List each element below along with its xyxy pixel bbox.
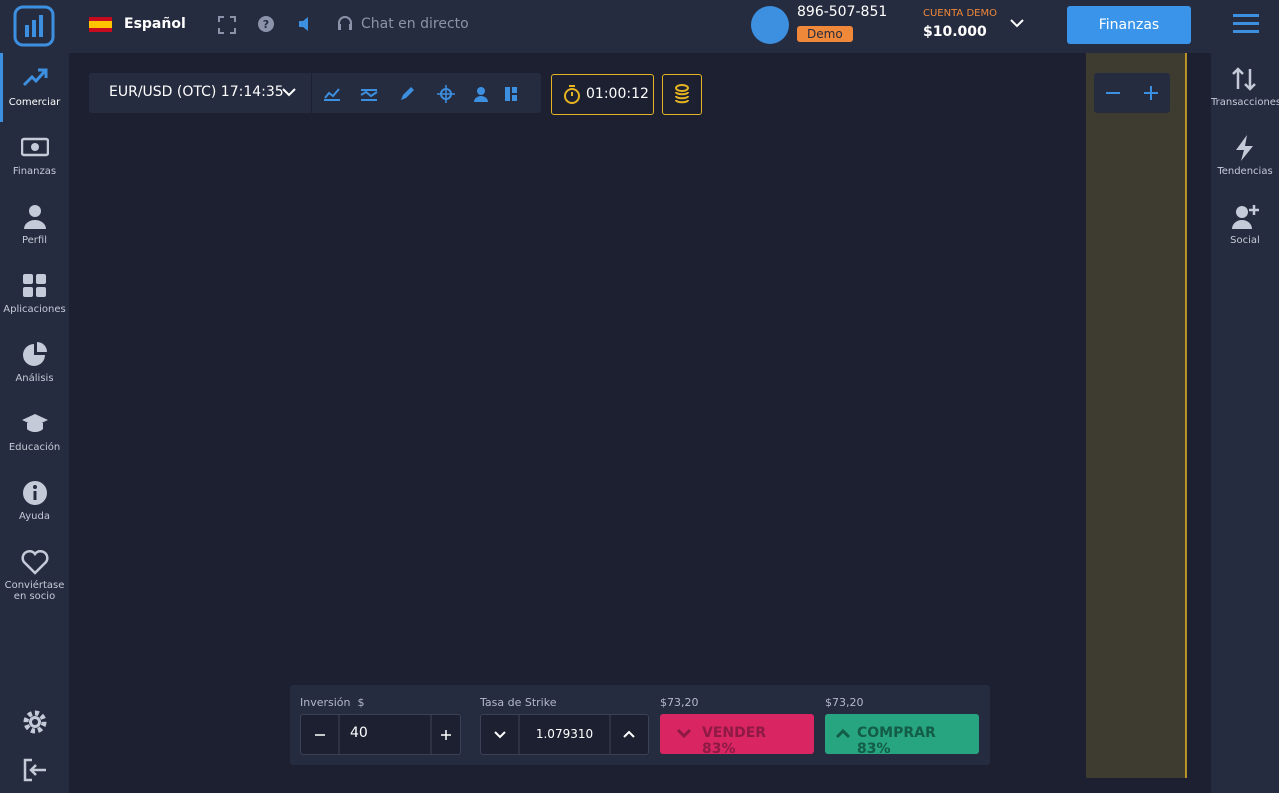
nav-icon xyxy=(22,342,47,366)
menu-icon[interactable] xyxy=(1233,13,1259,35)
sell-text: VENDER xyxy=(702,725,767,741)
logout-icon[interactable] xyxy=(22,757,48,787)
left-nav: Comerciar Finanzas Perfil Aplicaciones Análi… xyxy=(0,53,69,793)
nav-item[interactable]: Análisis xyxy=(0,341,69,384)
nav-item[interactable]: Transacciones xyxy=(1211,65,1279,108)
strike-input[interactable]: 1.079310 xyxy=(480,714,649,755)
nav-icon xyxy=(1232,67,1256,91)
nav-icon xyxy=(22,481,47,505)
sell-payout: $73,20 xyxy=(660,696,699,709)
buy-label: COMPRAR 83% xyxy=(857,725,979,757)
nav-label: Tendencias xyxy=(1217,166,1273,177)
toolbar: EUR/USD (OTC) 17:14:35 xyxy=(89,73,541,113)
nav-icon xyxy=(1236,135,1253,161)
nav-icon xyxy=(20,137,49,157)
language[interactable]: Español xyxy=(124,16,186,32)
investment-input[interactable]: 40 xyxy=(300,714,461,755)
account-dropdown[interactable] xyxy=(1010,19,1024,29)
nav-item[interactable]: Tendencias xyxy=(1211,134,1279,177)
sell-arrow xyxy=(676,728,692,739)
nav-label: Aplicaciones xyxy=(3,304,66,315)
nav-item[interactable]: Comerciar xyxy=(0,65,69,108)
asset-dropdown[interactable] xyxy=(282,88,296,98)
settings-icon[interactable] xyxy=(22,709,48,739)
currency: $ xyxy=(357,696,365,709)
nav-icon xyxy=(22,274,46,297)
asset-selector[interactable]: EUR/USD (OTC) 17:14:35 xyxy=(109,84,284,100)
nav-icon xyxy=(1232,205,1259,229)
nav-item[interactable]: Social xyxy=(1211,203,1279,246)
nav-icon xyxy=(21,414,48,432)
sound-icon[interactable] xyxy=(298,16,316,32)
nav-label: Finanzas xyxy=(12,166,57,177)
investment-label-text: Inversión xyxy=(300,696,351,709)
sell-percent: 83% xyxy=(702,741,736,757)
nav-item[interactable]: Perfil xyxy=(0,203,69,246)
nav-label: Transacciones xyxy=(1211,97,1279,108)
nav-item[interactable]: Finanzas xyxy=(0,134,69,177)
buy-percent: 83% xyxy=(857,741,891,757)
tool-icons[interactable] xyxy=(324,85,524,103)
finance-button[interactable]: Finanzas xyxy=(1067,6,1191,44)
coins-icon xyxy=(675,84,689,104)
avatar[interactable] xyxy=(751,6,789,44)
chat-icon[interactable] xyxy=(337,15,353,33)
nav-label: Social xyxy=(1230,235,1260,246)
nav-item[interactable]: Aplicaciones xyxy=(0,272,69,315)
investment-value[interactable]: 40 xyxy=(350,725,368,741)
coins-button[interactable] xyxy=(662,74,702,115)
logo xyxy=(13,5,55,47)
buy-arrow xyxy=(835,728,851,739)
nav-label: Análisis xyxy=(15,373,54,384)
nav-icon xyxy=(22,68,47,87)
sell-button[interactable]: VENDER 83% xyxy=(660,714,814,757)
account-id: 896-507-851 xyxy=(797,4,888,20)
timer-icon xyxy=(564,85,580,104)
nav-item[interactable]: Educación xyxy=(0,410,69,453)
nav-item[interactable]: Conviértase en socio xyxy=(0,548,69,602)
balance: $10.000 xyxy=(923,24,987,40)
buy-button[interactable]: COMPRAR 83% xyxy=(825,714,979,757)
active-indicator xyxy=(0,53,3,122)
gear xyxy=(23,710,47,734)
right-nav: Transacciones Tendencias Social xyxy=(1211,53,1279,793)
nav-icon xyxy=(23,205,46,229)
strike-label: Tasa de Strike xyxy=(480,696,557,709)
investment-label: Inversión $ xyxy=(300,696,365,709)
nav-item[interactable]: Ayuda xyxy=(0,479,69,522)
flag xyxy=(89,17,112,32)
nav-label: Comerciar xyxy=(8,97,61,108)
buy-payout: $73,20 xyxy=(825,696,864,709)
zoom-controls xyxy=(1094,73,1170,113)
nav-icon xyxy=(20,549,49,575)
strike-value[interactable]: 1.079310 xyxy=(535,727,594,741)
investment-steppers[interactable] xyxy=(301,715,460,754)
zoom-buttons[interactable] xyxy=(1094,73,1170,113)
nav-label: Conviértase en socio xyxy=(4,580,65,602)
strike-steppers[interactable] xyxy=(481,715,648,754)
trade-panel: Inversión $ 40 Tasa de Strike 1.079310 $… xyxy=(290,685,990,765)
timer[interactable]: 01:00:12 xyxy=(551,74,654,115)
buy-text: COMPRAR xyxy=(857,725,936,741)
divider xyxy=(311,73,312,113)
account-type: CUENTA DEMO xyxy=(923,8,997,19)
timer-value: 01:00:12 xyxy=(586,86,649,102)
chat-link[interactable]: Chat en directo xyxy=(361,16,469,32)
demo-badge: Demo xyxy=(797,26,853,42)
help-icon[interactable]: ? xyxy=(258,16,274,32)
svg-text:?: ? xyxy=(263,18,269,31)
nav-label: Ayuda xyxy=(19,511,50,522)
top-bar: Español ? Chat en directo 896-507-851 De… xyxy=(0,0,1279,53)
nav-label: Educación xyxy=(8,442,61,453)
logout xyxy=(23,758,46,782)
expiry-zone xyxy=(1086,53,1186,778)
sell-label: VENDER 83% xyxy=(702,725,814,757)
fullscreen-icon[interactable] xyxy=(218,16,236,34)
nav-label: Perfil xyxy=(21,235,47,246)
